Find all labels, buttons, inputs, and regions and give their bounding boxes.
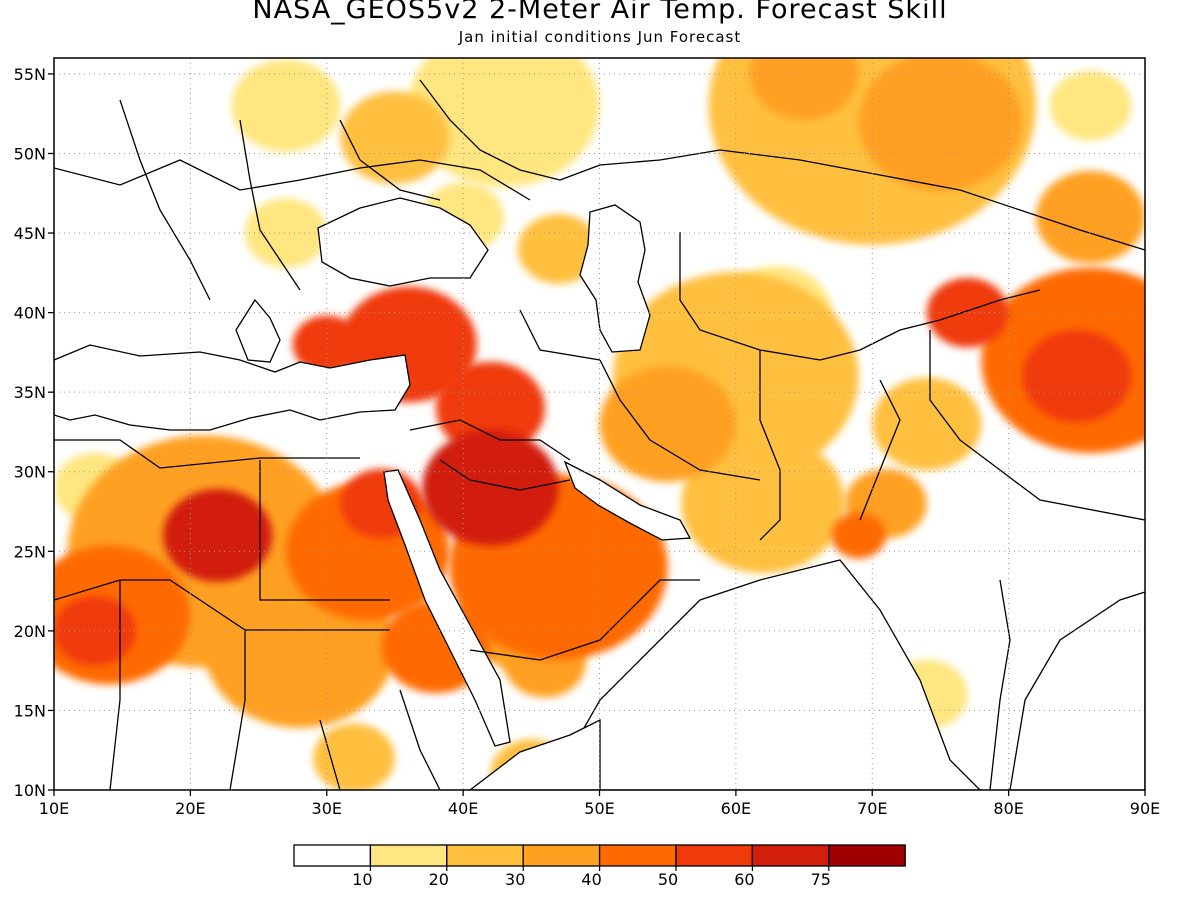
skill-region	[408, 58, 600, 187]
colorbar-label: 20	[429, 870, 449, 889]
border-line	[859, 289, 1041, 351]
skill-region	[926, 277, 1009, 348]
skill-region	[749, 58, 859, 121]
y-axis: 10N 15N 20N 25N 30N 35N 40N 45N 50N 55N	[14, 65, 54, 800]
colorbar-bin	[828, 844, 906, 867]
skill-region	[1022, 329, 1132, 423]
border-line	[559, 149, 1145, 251]
colorbar-bin	[751, 844, 830, 867]
y-tick-label: 50N	[14, 144, 46, 163]
bay-of-bengal	[1009, 591, 1145, 790]
colorbar-label: 30	[505, 870, 525, 889]
x-tick-label: 50E	[584, 799, 614, 818]
y-tick-label: 25N	[14, 542, 46, 561]
border-line	[339, 119, 441, 201]
skill-region	[681, 434, 845, 574]
border-line	[399, 689, 441, 790]
skill-shading-layer	[54, 58, 1145, 790]
x-tick-label: 10E	[39, 799, 69, 818]
colorbar-bin	[369, 844, 448, 867]
colorbar-label: 10	[352, 870, 372, 889]
colorbar-label: 60	[734, 870, 754, 889]
border-line	[679, 232, 861, 361]
skill-region	[1049, 70, 1132, 141]
mediterranean-sea	[54, 344, 411, 431]
x-tick-label: 60E	[721, 799, 751, 818]
skill-region	[244, 198, 327, 268]
map-subtitle: Jan initial conditions Jun Forecast	[458, 28, 742, 46]
skill-region	[435, 361, 545, 455]
border-line	[519, 309, 601, 361]
colorbar-bin	[675, 844, 754, 867]
border-line	[319, 719, 341, 790]
border-line	[759, 350, 781, 541]
skill-region	[599, 366, 736, 482]
black-sea	[317, 197, 489, 287]
y-tick-label: 20N	[14, 622, 46, 641]
gulf-of-aden	[468, 718, 601, 790]
border-line	[259, 460, 390, 601]
graticule	[54, 58, 1145, 790]
x-tick-label: 70E	[857, 799, 887, 818]
skill-region	[1035, 170, 1145, 264]
border-line	[929, 330, 1145, 521]
arabian-sea	[539, 559, 981, 790]
colorbar-label: 75	[811, 870, 831, 889]
persian-gulf	[563, 460, 692, 541]
border-line	[859, 379, 901, 521]
red-sea	[383, 469, 511, 747]
aegean-sea	[235, 298, 281, 363]
skill-region	[313, 723, 395, 790]
skill-region	[517, 214, 600, 284]
x-axis: 10E 20E 30E 40E 50E 60E 70E 80E 90E	[39, 790, 1160, 818]
colorbar-bin	[598, 844, 677, 867]
y-tick-label: 40N	[14, 304, 46, 323]
sea-mask-layer	[54, 197, 1145, 790]
border-line	[439, 459, 571, 491]
border-line	[599, 359, 761, 481]
x-tick-label: 90E	[1130, 799, 1160, 818]
x-tick-label: 40E	[448, 799, 478, 818]
y-tick-label: 45N	[14, 224, 46, 243]
skill-region	[858, 58, 1023, 192]
y-tick-label: 55N	[14, 65, 46, 84]
colorbar-label: 40	[581, 870, 601, 889]
caspian-sea	[579, 204, 651, 353]
colorbar-bin	[522, 844, 601, 867]
y-tick-label: 15N	[14, 701, 46, 720]
border-line	[54, 159, 531, 201]
x-tick-label: 20E	[175, 799, 205, 818]
border-line	[54, 439, 360, 469]
colorbar-bin	[293, 844, 372, 867]
x-tick-label: 30E	[312, 799, 342, 818]
colorbar-bin	[446, 844, 524, 867]
border-line	[419, 79, 561, 181]
border-line	[239, 119, 301, 291]
skill-map: 10E 20E 30E 40E 50E 60E 70E 80E 90E 10N 15N 20N 25N…	[14, 57, 1160, 818]
colorbar-label: 50	[658, 870, 678, 889]
skill-region	[872, 377, 982, 471]
y-tick-label: 35N	[14, 383, 46, 402]
map-title: NASA_GEOS5v2 2-Meter Air Temp. Forecast …	[252, 0, 948, 25]
y-tick-label: 30N	[14, 463, 46, 482]
y-tick-label: 10N	[14, 781, 46, 800]
skill-region	[422, 429, 559, 546]
border-line	[119, 99, 211, 301]
skill-region	[231, 59, 341, 153]
border-line	[409, 419, 571, 461]
x-tick-label: 80E	[993, 799, 1023, 818]
border-line	[989, 579, 1011, 790]
border-line	[469, 579, 700, 661]
country-borders-layer	[54, 79, 1145, 790]
border-line	[54, 579, 246, 790]
border-line	[109, 580, 121, 790]
skill-region	[292, 315, 361, 374]
